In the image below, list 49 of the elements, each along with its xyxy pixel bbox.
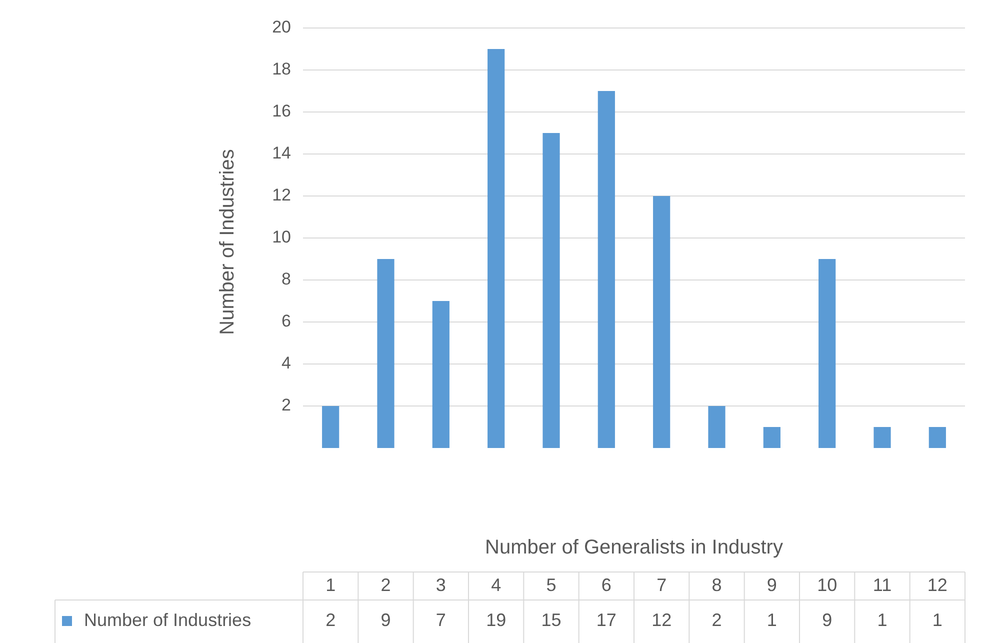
y-tick-label: 4: [282, 354, 291, 373]
x-axis-title: Number of Generalists in Industry: [485, 536, 783, 559]
x-tick-label: 6: [601, 574, 612, 595]
x-tick-label: 12: [927, 574, 948, 595]
data-label: 2: [326, 610, 336, 630]
data-label: 1: [932, 610, 942, 630]
x-tick-label: 10: [817, 574, 838, 595]
y-tick-label: 18: [272, 60, 291, 79]
x-tick-label: 7: [656, 574, 667, 595]
y-tick-label: 2: [282, 396, 291, 415]
data-label: 17: [596, 610, 616, 630]
x-tick-label: 5: [546, 574, 556, 595]
x-tick-label: 1: [326, 574, 336, 595]
data-label: 2: [712, 610, 722, 630]
bar: [653, 196, 670, 448]
y-axis-title: Number of Industries: [216, 149, 239, 335]
bar: [818, 259, 836, 448]
data-label: 19: [486, 610, 506, 630]
y-tick-label: 8: [282, 270, 291, 289]
data-label: 12: [652, 610, 672, 630]
data-label: 15: [541, 610, 562, 630]
bar: [432, 301, 450, 448]
x-tick-label: 8: [712, 574, 722, 595]
x-tick-label: 9: [766, 574, 777, 595]
y-tick-label: 20: [272, 18, 291, 37]
data-label: 9: [822, 610, 832, 630]
bar: [488, 49, 505, 448]
bar: [598, 91, 615, 448]
x-tick-label: 3: [436, 574, 446, 595]
bar: [542, 133, 560, 448]
bar: [377, 259, 394, 448]
bar: [763, 427, 780, 448]
data-label: 9: [380, 610, 391, 630]
bar: [322, 406, 340, 448]
data-label: 7: [436, 610, 446, 630]
x-tick-label: 2: [380, 574, 391, 595]
x-tick-label: 4: [491, 574, 502, 595]
y-tick-label: 12: [272, 186, 291, 205]
legend-label: Number of Industries: [84, 610, 252, 630]
y-tick-label: 14: [272, 144, 291, 163]
y-tick-label: 6: [282, 312, 291, 331]
y-tick-label: 10: [272, 228, 291, 247]
data-label: 1: [877, 610, 888, 630]
bar: [928, 427, 946, 448]
x-tick-label: 11: [872, 574, 892, 595]
data-label: 1: [766, 610, 777, 630]
bar: [708, 406, 726, 448]
y-tick-label: 16: [272, 102, 291, 121]
bar: [874, 427, 891, 448]
